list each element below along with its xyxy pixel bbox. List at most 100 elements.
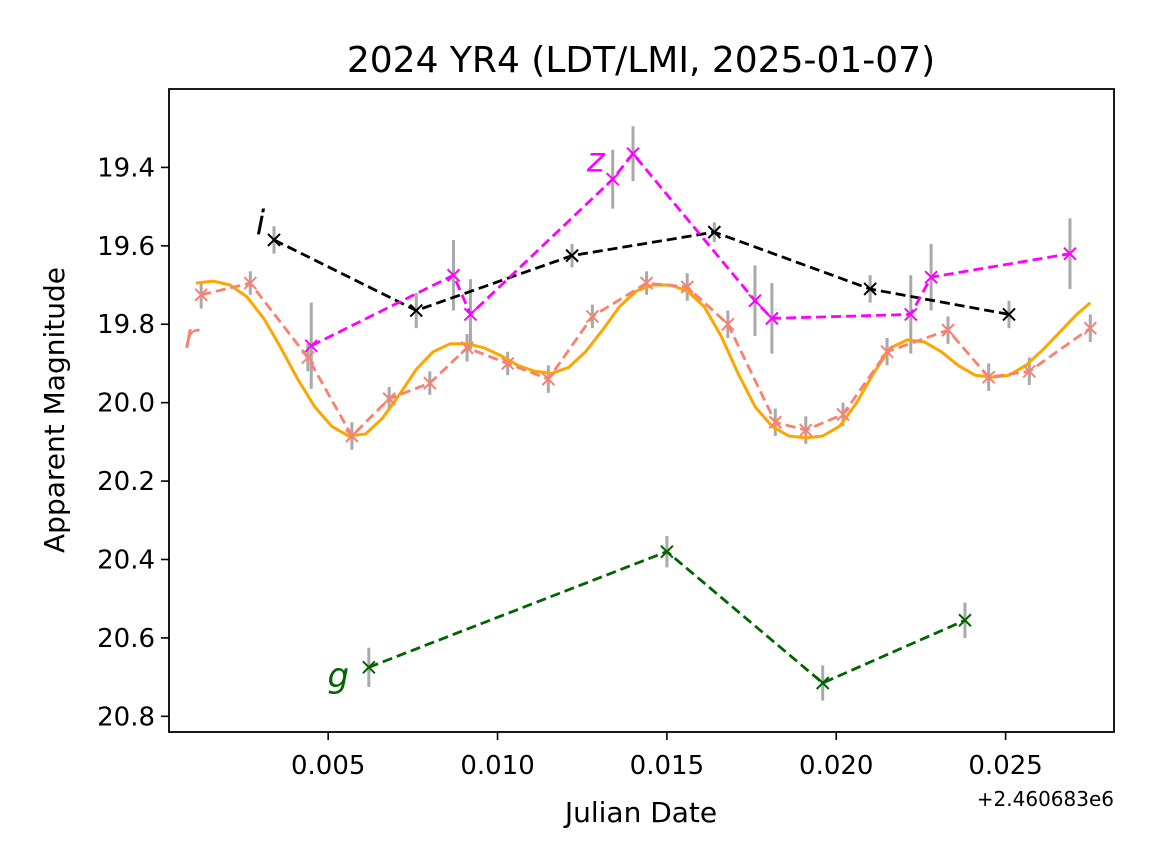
marker-i <box>863 282 877 296</box>
marker-z <box>924 270 938 284</box>
errorbars <box>199 126 1092 701</box>
y-axis: 19.4 19.6 19.8 20.0 20.2 20.4 20.6 20.8 <box>97 153 169 732</box>
marker-r <box>768 415 782 429</box>
marker-stroke <box>409 303 423 318</box>
marker-stroke <box>904 307 918 322</box>
marker-g <box>958 613 972 627</box>
marker-i <box>707 225 722 239</box>
y-axis-label: Apparent Magnitude <box>38 267 71 553</box>
x-tick-label: 0.010 <box>460 751 534 781</box>
marker-stroke <box>768 415 782 429</box>
marker-g <box>816 676 830 690</box>
marker-stroke <box>680 280 694 294</box>
marker-r <box>836 407 850 422</box>
marker-stroke <box>541 372 556 386</box>
x-tick-label: 0.020 <box>799 751 873 781</box>
marker-r <box>639 276 654 290</box>
x-axis-label: Julian Date <box>563 796 717 829</box>
marker-r <box>345 429 359 443</box>
marker-r <box>981 370 996 384</box>
marker-z <box>1063 246 1077 261</box>
y-tick-label: 20.6 <box>97 624 155 654</box>
y-tick-label: 19.8 <box>97 310 155 340</box>
marker-stroke <box>1063 246 1077 261</box>
marker-g <box>362 660 376 675</box>
marker-stroke <box>301 350 315 365</box>
marker-stroke <box>345 429 359 443</box>
marker-i <box>409 303 423 318</box>
marker-stroke <box>446 268 461 282</box>
marker-g <box>660 544 674 559</box>
marker-stroke <box>243 276 257 290</box>
marker-stroke <box>194 288 208 302</box>
series-line-z <box>310 151 1071 348</box>
marker-z <box>606 172 620 186</box>
marker-r <box>541 372 556 386</box>
marker-stroke <box>765 311 779 326</box>
marker-r <box>460 341 474 355</box>
marker-r <box>880 344 894 359</box>
marker-stroke <box>267 233 281 247</box>
marker-stroke <box>721 317 735 331</box>
marker-r <box>680 280 694 294</box>
marker-stroke <box>585 309 600 324</box>
marker-stroke <box>880 344 894 359</box>
marker-stroke <box>565 248 579 263</box>
y-tick-label: 19.6 <box>97 232 155 262</box>
marker-stroke <box>362 660 376 675</box>
fit-curve-layer <box>195 279 1092 440</box>
marker-stroke <box>660 544 674 559</box>
marker-stroke <box>1083 321 1097 335</box>
marker-i <box>1002 307 1016 322</box>
series-line-i <box>273 230 1010 316</box>
marker-r <box>1022 364 1037 378</box>
marker-r <box>1083 321 1097 335</box>
x-offset-label: +2.460683e6 <box>977 787 1114 811</box>
marker-stroke <box>460 341 474 355</box>
marker-r <box>501 356 515 371</box>
band-labels: i z r g <box>184 141 606 697</box>
marker-stroke <box>501 356 515 371</box>
marker-stroke <box>863 282 877 296</box>
marker-stroke <box>423 376 437 390</box>
marker-stroke <box>639 276 654 290</box>
band-label-g: g <box>328 656 350 696</box>
band-label-i: i <box>256 203 266 243</box>
x-tick-label: 0.015 <box>630 751 704 781</box>
marker-stroke <box>1022 364 1037 378</box>
plot-frame <box>168 88 1115 733</box>
x-tick-label: 0.025 <box>968 751 1042 781</box>
marker-stroke <box>606 172 620 186</box>
marker-i <box>267 233 281 247</box>
series-line-g <box>368 549 966 685</box>
marker-stroke <box>304 339 318 353</box>
marker-z <box>748 294 762 308</box>
marker-stroke <box>799 423 813 437</box>
marker-z <box>463 307 478 322</box>
y-tick-label: 19.4 <box>97 153 155 183</box>
marker-stroke <box>924 270 938 284</box>
marker-r <box>382 392 396 406</box>
chart-title: 2024 YR4 (LDT/LMI, 2025-01-07) <box>347 40 935 81</box>
series-layer <box>194 146 1097 690</box>
marker-r <box>941 323 955 337</box>
y-tick-label: 20.4 <box>97 545 155 575</box>
x-axis: 0.005 0.010 0.015 0.020 0.025 <box>291 732 1043 781</box>
marker-stroke <box>816 676 830 690</box>
band-label-r: r <box>184 317 200 357</box>
marker-z <box>904 307 918 322</box>
marker-stroke <box>626 146 640 161</box>
marker-r <box>799 423 813 437</box>
marker-r <box>301 350 315 365</box>
marker-stroke <box>463 307 478 322</box>
marker-stroke <box>941 323 955 337</box>
marker-i <box>565 248 579 263</box>
band-label-z: z <box>586 141 606 181</box>
fit-curve <box>195 279 1092 440</box>
marker-stroke <box>707 225 722 239</box>
marker-stroke <box>1002 307 1016 322</box>
y-tick-label: 20.8 <box>97 702 155 732</box>
marker-r <box>423 376 437 390</box>
x-tick-label: 0.005 <box>291 751 365 781</box>
